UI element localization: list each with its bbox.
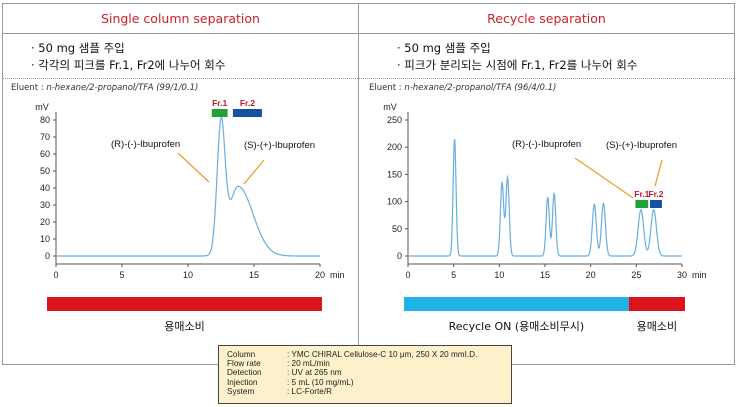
eluent-value: n-hexane/2-propanol/TFA (99/1/0.1) <box>46 83 199 93</box>
bullet-item: · 각각의 피크를 Fr.1, Fr2에 나누어 회수 <box>31 58 226 72</box>
x-tick-label: 10 <box>183 270 193 280</box>
bullet-list: · 50 mg 샘플 주입 · 피크가 분리되는 시점에 Fr.1, Fr2를 … <box>397 40 637 74</box>
eluent-value: n-hexane/2-propanol/TFA (96/4/0.1) <box>404 83 557 93</box>
y-axis-label: mV <box>35 102 49 112</box>
bullet-item: · 50 mg 샘플 주입 <box>397 41 491 55</box>
x-axis-label: min <box>692 270 707 280</box>
y-tick-label: 50 <box>392 224 402 234</box>
panel-title: Single column separation <box>3 4 358 34</box>
chromatogram-trace <box>56 116 320 257</box>
chromatogram-trace <box>408 138 682 257</box>
y-tick-label: 60 <box>40 149 50 159</box>
x-axis-label: min <box>330 270 345 280</box>
x-tick-label: 20 <box>586 270 596 280</box>
solvent-bar-label: 용매소비 <box>164 320 204 333</box>
fraction-label: Fr.1 <box>634 189 649 199</box>
fraction-marker <box>211 109 228 117</box>
y-axis-label: mV <box>383 102 397 112</box>
bullet-list: · 50 mg 샘플 주입 · 각각의 피크를 Fr.1, Fr2에 나누어 회… <box>31 40 225 74</box>
divider <box>3 78 358 79</box>
annotation-pointer <box>243 159 265 185</box>
s-ibuprofen-label: (S)-(+)-Ibuprofen <box>244 140 315 151</box>
condition-value: : 5 mL (10 mg/mL) <box>287 377 354 387</box>
y-tick-label: 70 <box>40 132 50 142</box>
y-tick-label: 10 <box>40 234 50 244</box>
y-tick-label: 150 <box>387 169 402 179</box>
fraction-marker <box>650 200 662 208</box>
condition-key: Injection <box>227 377 258 387</box>
y-tick-label: 250 <box>387 115 402 125</box>
conditions-box: Column : YMC CHIRAL Cellulose-C 10 μm, 25… <box>218 345 512 404</box>
condition-value: : LC-Forte/R <box>287 386 333 396</box>
x-tick-label: 0 <box>405 270 410 280</box>
fraction-label: Fr.1 <box>212 98 227 108</box>
y-tick-label: 0 <box>45 251 50 261</box>
x-tick-label: 20 <box>315 270 325 280</box>
eluent-info: Eluent : n-hexane/2-propanol/TFA (96/4/0… <box>369 83 556 93</box>
x-tick-label: 25 <box>631 270 641 280</box>
divider <box>359 78 734 79</box>
solvent-bar-label: 용매소비 <box>637 320 677 333</box>
condition-row: Flow rate : 20 mL/min <box>227 359 511 368</box>
bullet-item: · 50 mg 샘플 주입 <box>31 41 125 55</box>
x-tick-label: 15 <box>249 270 259 280</box>
condition-key: Detection <box>227 368 262 378</box>
condition-row: Detection : UV at 265 nm <box>227 368 511 377</box>
y-tick-label: 80 <box>40 115 50 125</box>
solvent-bar-segment <box>47 297 322 311</box>
eluent-label: Eluent : <box>11 83 47 93</box>
s-ibuprofen-label: (S)-(+)-Ibuprofen <box>606 140 677 151</box>
fraction-label: Fr.2 <box>240 98 255 108</box>
fraction-marker <box>635 200 649 208</box>
condition-key: System <box>227 386 255 396</box>
x-tick-label: 30 <box>677 270 687 280</box>
solvent-bar-label: Recycle ON (용매소비무시) <box>449 320 585 333</box>
condition-row: Injection : 5 mL (10 mg/mL) <box>227 378 511 387</box>
r-ibuprofen-label: (R)-(-)-Ibuprofen <box>111 139 180 150</box>
condition-value: : UV at 265 nm <box>287 368 342 378</box>
fraction-label: Fr.2 <box>648 189 663 199</box>
panel-title: Recycle separation <box>359 4 734 34</box>
bullet-item: · 피크가 분리되는 시점에 Fr.1, Fr2를 나누어 회수 <box>397 58 638 72</box>
y-tick-label: 40 <box>40 183 50 193</box>
eluent-label: Eluent : <box>369 83 405 93</box>
y-tick-label: 50 <box>40 166 50 176</box>
x-tick-label: 15 <box>540 270 550 280</box>
y-tick-label: 0 <box>397 251 402 261</box>
annotation-pointer <box>654 159 663 187</box>
x-tick-label: 5 <box>119 270 124 280</box>
fraction-marker <box>232 109 262 117</box>
y-tick-label: 200 <box>387 142 402 152</box>
x-tick-label: 10 <box>494 270 504 280</box>
y-tick-label: 30 <box>40 200 50 210</box>
y-tick-label: 20 <box>40 217 50 227</box>
solvent-bar-segment <box>404 297 629 311</box>
x-tick-label: 5 <box>451 270 456 280</box>
condition-value: : YMC CHIRAL Cellulose-C 10 μm, 250 X 20… <box>287 350 478 359</box>
annotation-pointer <box>177 152 210 183</box>
condition-key: Flow rate <box>227 359 261 369</box>
condition-value: : 20 mL/min <box>287 359 330 369</box>
y-tick-label: 100 <box>387 197 402 207</box>
solvent-bar-segment <box>628 297 685 311</box>
condition-row: System : LC-Forte/R <box>227 387 511 396</box>
x-tick-label: 0 <box>53 270 58 280</box>
r-ibuprofen-label: (R)-(-)-Ibuprofen <box>512 139 581 150</box>
eluent-info: Eluent : n-hexane/2-propanol/TFA (99/1/0… <box>11 83 198 93</box>
annotation-pointer <box>574 157 634 199</box>
condition-row: Column : YMC CHIRAL Cellulose-C 10 μm, 25… <box>227 350 511 359</box>
condition-key: Column <box>227 350 256 359</box>
